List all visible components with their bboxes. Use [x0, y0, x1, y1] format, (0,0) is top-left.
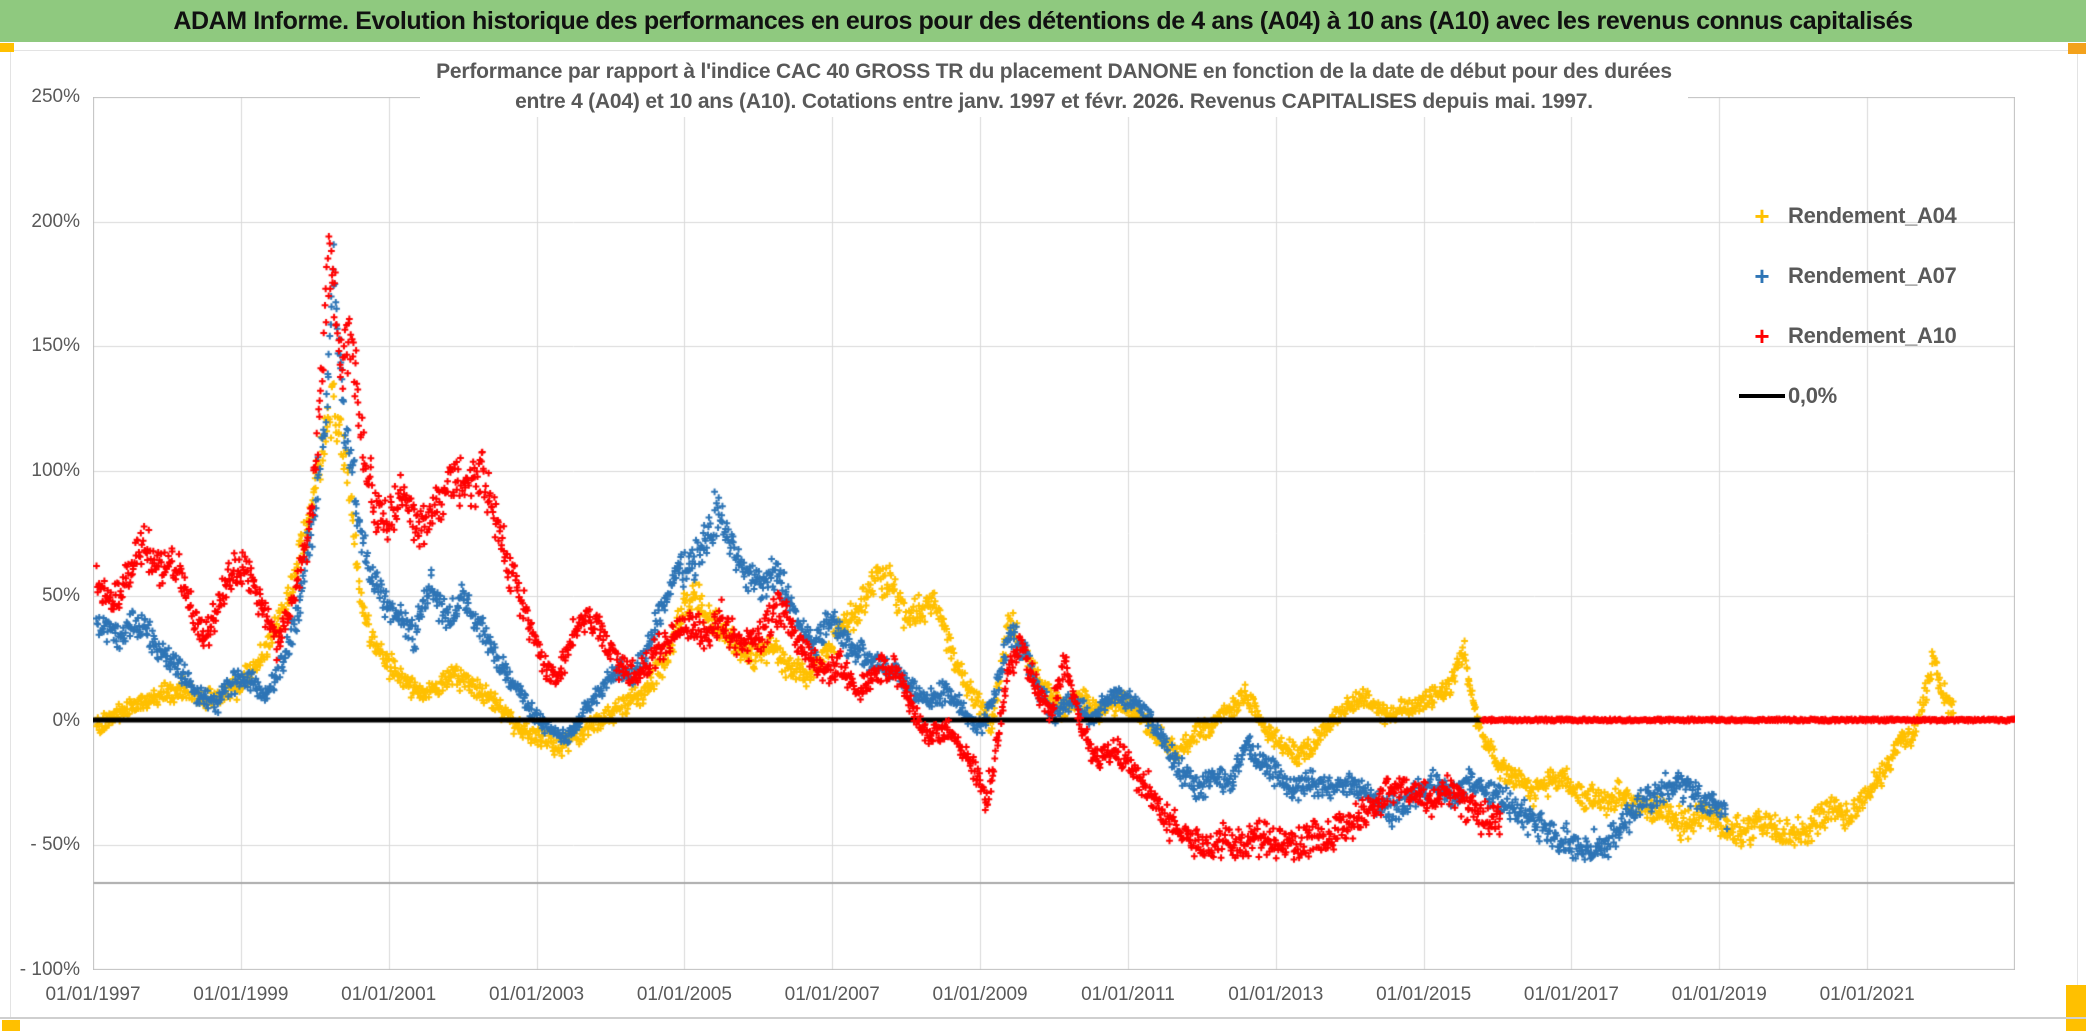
gold-corner-bottom-right [2066, 985, 2086, 1031]
gold-corner-bottom-left [2, 1020, 20, 1031]
x-axis-tick-label: 01/01/2015 [1376, 984, 1472, 1005]
plus-marker-icon: + [1754, 261, 1770, 291]
plot-canvas [93, 97, 2015, 970]
x-axis-tick-label: 01/01/2009 [932, 984, 1028, 1005]
x-axis-tick-label: 01/01/2017 [1523, 984, 1619, 1005]
y-axis-tick-label: 150% [31, 335, 80, 357]
gold-corner-top-right [2068, 43, 2086, 54]
legend-item-0-0-: 0,0% [1736, 366, 1957, 426]
legend-label: Rendement_A10 [1788, 323, 1957, 348]
y-axis-tick-label: - 100% [19, 959, 80, 980]
legend-label: Rendement_A07 [1788, 263, 1957, 288]
legend-label: Rendement_A04 [1788, 203, 1957, 228]
x-axis-tick-label: 01/01/2011 [1081, 984, 1175, 1005]
x-axis-tick-label: 01/01/2013 [1228, 984, 1324, 1005]
y-axis-tick-label: 250% [31, 86, 80, 107]
gold-corner-top-left [0, 43, 14, 52]
x-axis-tick-label: 01/01/1999 [193, 984, 289, 1005]
x-axis-tick-label: 01/01/1997 [45, 984, 141, 1005]
legend-item-rendement-a07: + Rendement_A07 [1736, 246, 1957, 306]
plus-marker-icon: + [1754, 201, 1770, 231]
y-axis-tick-label: 0% [52, 709, 80, 731]
header-bar: ADAM Informe. Evolution historique des p… [0, 0, 2086, 42]
x-axis-tick-label: 01/01/2019 [1671, 984, 1767, 1005]
zero-line-icon [1736, 394, 1788, 398]
header-title: ADAM Informe. Evolution historique des p… [173, 6, 1913, 35]
y-axis-tick-label: - 50% [30, 834, 80, 856]
x-axis-tick-label: 01/01/2003 [488, 984, 585, 1005]
chart-legend: + Rendement_A04 + Rendement_A07 + Rendement_A… [1736, 186, 1957, 426]
x-axis-tick-label: 01/01/2021 [1819, 984, 1915, 1005]
y-axis-tick-label: 50% [41, 584, 80, 606]
legend-item-rendement-a10: + Rendement_A10 [1736, 306, 1957, 366]
x-axis-tick-label: 01/01/2005 [636, 984, 732, 1005]
bottom-divider [0, 1017, 2086, 1019]
legend-label: 0,0% [1788, 383, 1837, 408]
plus-marker-icon: + [1754, 321, 1770, 351]
legend-item-rendement-a04: + Rendement_A04 [1736, 186, 1957, 246]
x-axis-tick-label: 01/01/2007 [784, 984, 880, 1005]
x-axis-tick-label: 01/01/2001 [341, 984, 437, 1005]
y-axis-tick-label: 100% [31, 460, 80, 482]
y-axis-tick-label: 200% [31, 210, 80, 232]
